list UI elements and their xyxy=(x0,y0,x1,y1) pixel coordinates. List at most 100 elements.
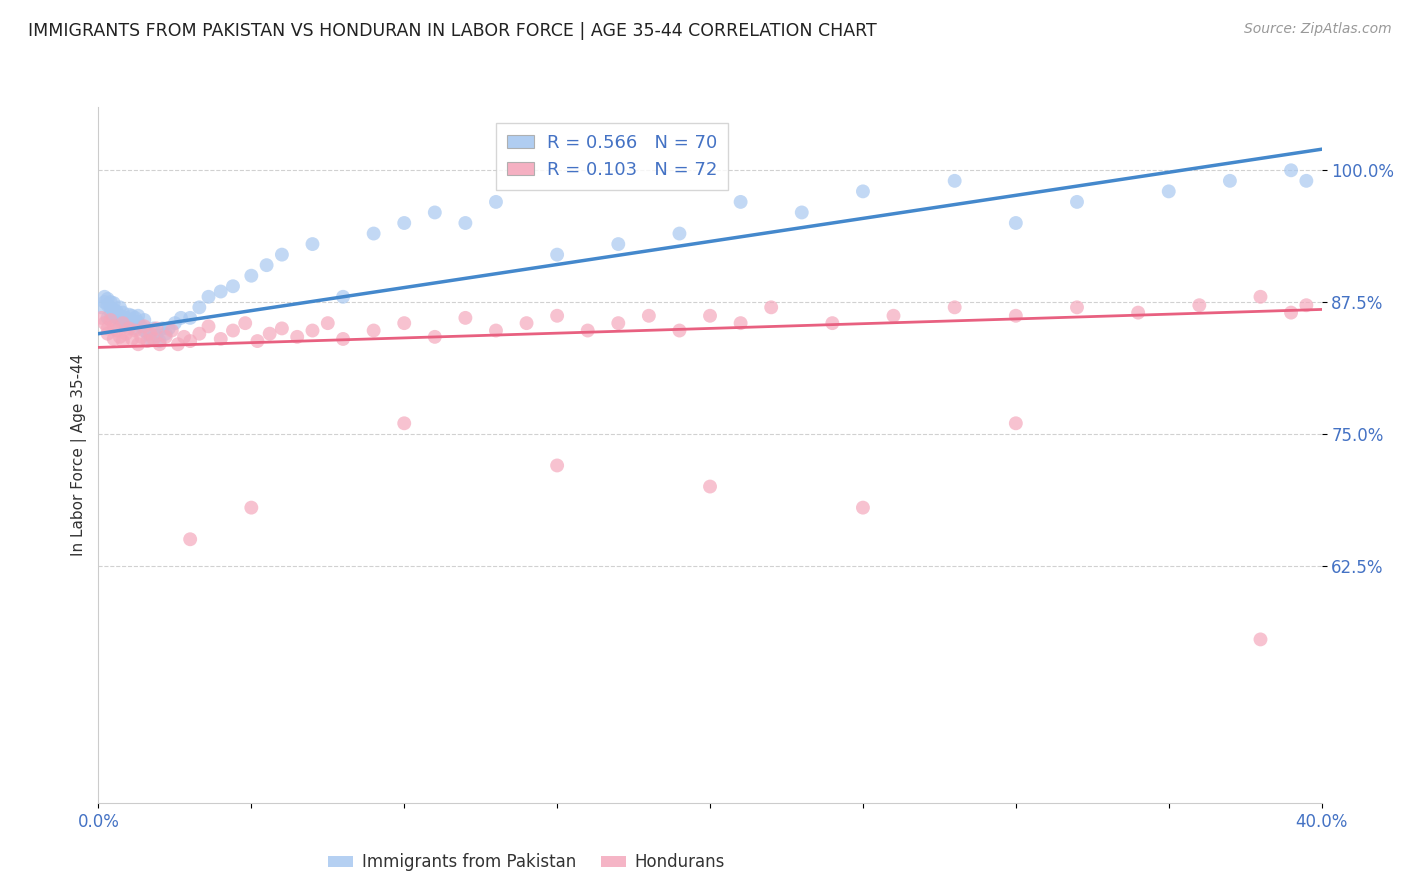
Point xyxy=(1004,417,1026,431)
Point xyxy=(730,194,752,209)
Point xyxy=(118,321,141,335)
Point xyxy=(1249,632,1271,647)
Point xyxy=(111,334,134,348)
Point xyxy=(637,309,661,323)
Point xyxy=(1004,309,1026,323)
Point xyxy=(179,533,201,547)
Point xyxy=(108,309,131,323)
Point xyxy=(108,301,131,315)
Point xyxy=(392,417,416,431)
Point xyxy=(197,290,219,304)
Point xyxy=(546,458,568,473)
Point xyxy=(127,315,149,329)
Point xyxy=(188,326,211,341)
Point xyxy=(1279,305,1302,319)
Point xyxy=(1128,305,1150,319)
Point xyxy=(111,316,134,330)
Point xyxy=(576,324,599,338)
Point xyxy=(129,319,152,334)
Point xyxy=(115,310,138,325)
Point xyxy=(97,310,120,325)
Point xyxy=(485,324,508,338)
Point xyxy=(152,321,174,335)
Point xyxy=(111,305,134,319)
Point xyxy=(118,308,141,322)
Point xyxy=(246,334,269,348)
Point xyxy=(668,227,690,241)
Point xyxy=(103,309,125,323)
Point xyxy=(179,334,201,348)
Point xyxy=(332,290,354,304)
Point xyxy=(139,332,162,346)
Point xyxy=(105,324,128,338)
Point xyxy=(730,316,752,330)
Point xyxy=(699,479,721,493)
Point xyxy=(90,301,112,315)
Point xyxy=(121,332,143,346)
Point xyxy=(454,310,477,325)
Point xyxy=(256,258,278,272)
Point xyxy=(392,316,416,330)
Point xyxy=(90,310,112,325)
Point xyxy=(301,324,323,338)
Point xyxy=(115,326,138,341)
Point xyxy=(197,319,219,334)
Legend: Immigrants from Pakistan, Hondurans: Immigrants from Pakistan, Hondurans xyxy=(322,847,731,878)
Point xyxy=(93,316,115,330)
Point xyxy=(173,330,195,344)
Point xyxy=(103,332,125,346)
Point xyxy=(155,330,177,344)
Point xyxy=(423,205,446,219)
Point xyxy=(1219,174,1241,188)
Point xyxy=(852,500,875,515)
Point xyxy=(316,316,339,330)
Point xyxy=(1157,185,1180,199)
Point xyxy=(668,324,690,338)
Point xyxy=(1249,290,1271,304)
Point xyxy=(121,309,143,323)
Point xyxy=(607,237,630,252)
Point xyxy=(259,326,281,341)
Point xyxy=(759,301,782,315)
Point xyxy=(699,309,721,323)
Point xyxy=(209,332,232,346)
Point xyxy=(124,321,146,335)
Point xyxy=(485,194,508,209)
Point xyxy=(145,321,167,335)
Point xyxy=(100,301,122,315)
Point xyxy=(136,334,159,348)
Point xyxy=(363,227,385,241)
Point xyxy=(1066,301,1088,315)
Point xyxy=(105,304,128,318)
Point xyxy=(118,314,141,328)
Point xyxy=(97,321,120,335)
Point xyxy=(160,324,183,338)
Point xyxy=(124,324,146,338)
Point xyxy=(111,313,134,327)
Point xyxy=(124,310,146,325)
Point xyxy=(392,216,416,230)
Point xyxy=(790,205,813,219)
Point xyxy=(240,268,263,283)
Point xyxy=(170,310,193,325)
Point xyxy=(209,285,232,299)
Point xyxy=(93,295,115,310)
Point xyxy=(108,330,131,344)
Point xyxy=(1295,298,1317,312)
Point xyxy=(97,292,120,306)
Text: Source: ZipAtlas.com: Source: ZipAtlas.com xyxy=(1244,22,1392,37)
Point xyxy=(136,326,159,341)
Point xyxy=(129,330,152,344)
Point xyxy=(100,313,122,327)
Point xyxy=(883,309,905,323)
Point xyxy=(142,332,165,346)
Point xyxy=(149,337,172,351)
Point xyxy=(145,328,167,343)
Point xyxy=(179,310,201,325)
Point xyxy=(270,247,292,261)
Point xyxy=(127,309,149,323)
Point xyxy=(103,319,125,334)
Point xyxy=(943,174,966,188)
Point xyxy=(105,310,128,325)
Point xyxy=(285,330,308,344)
